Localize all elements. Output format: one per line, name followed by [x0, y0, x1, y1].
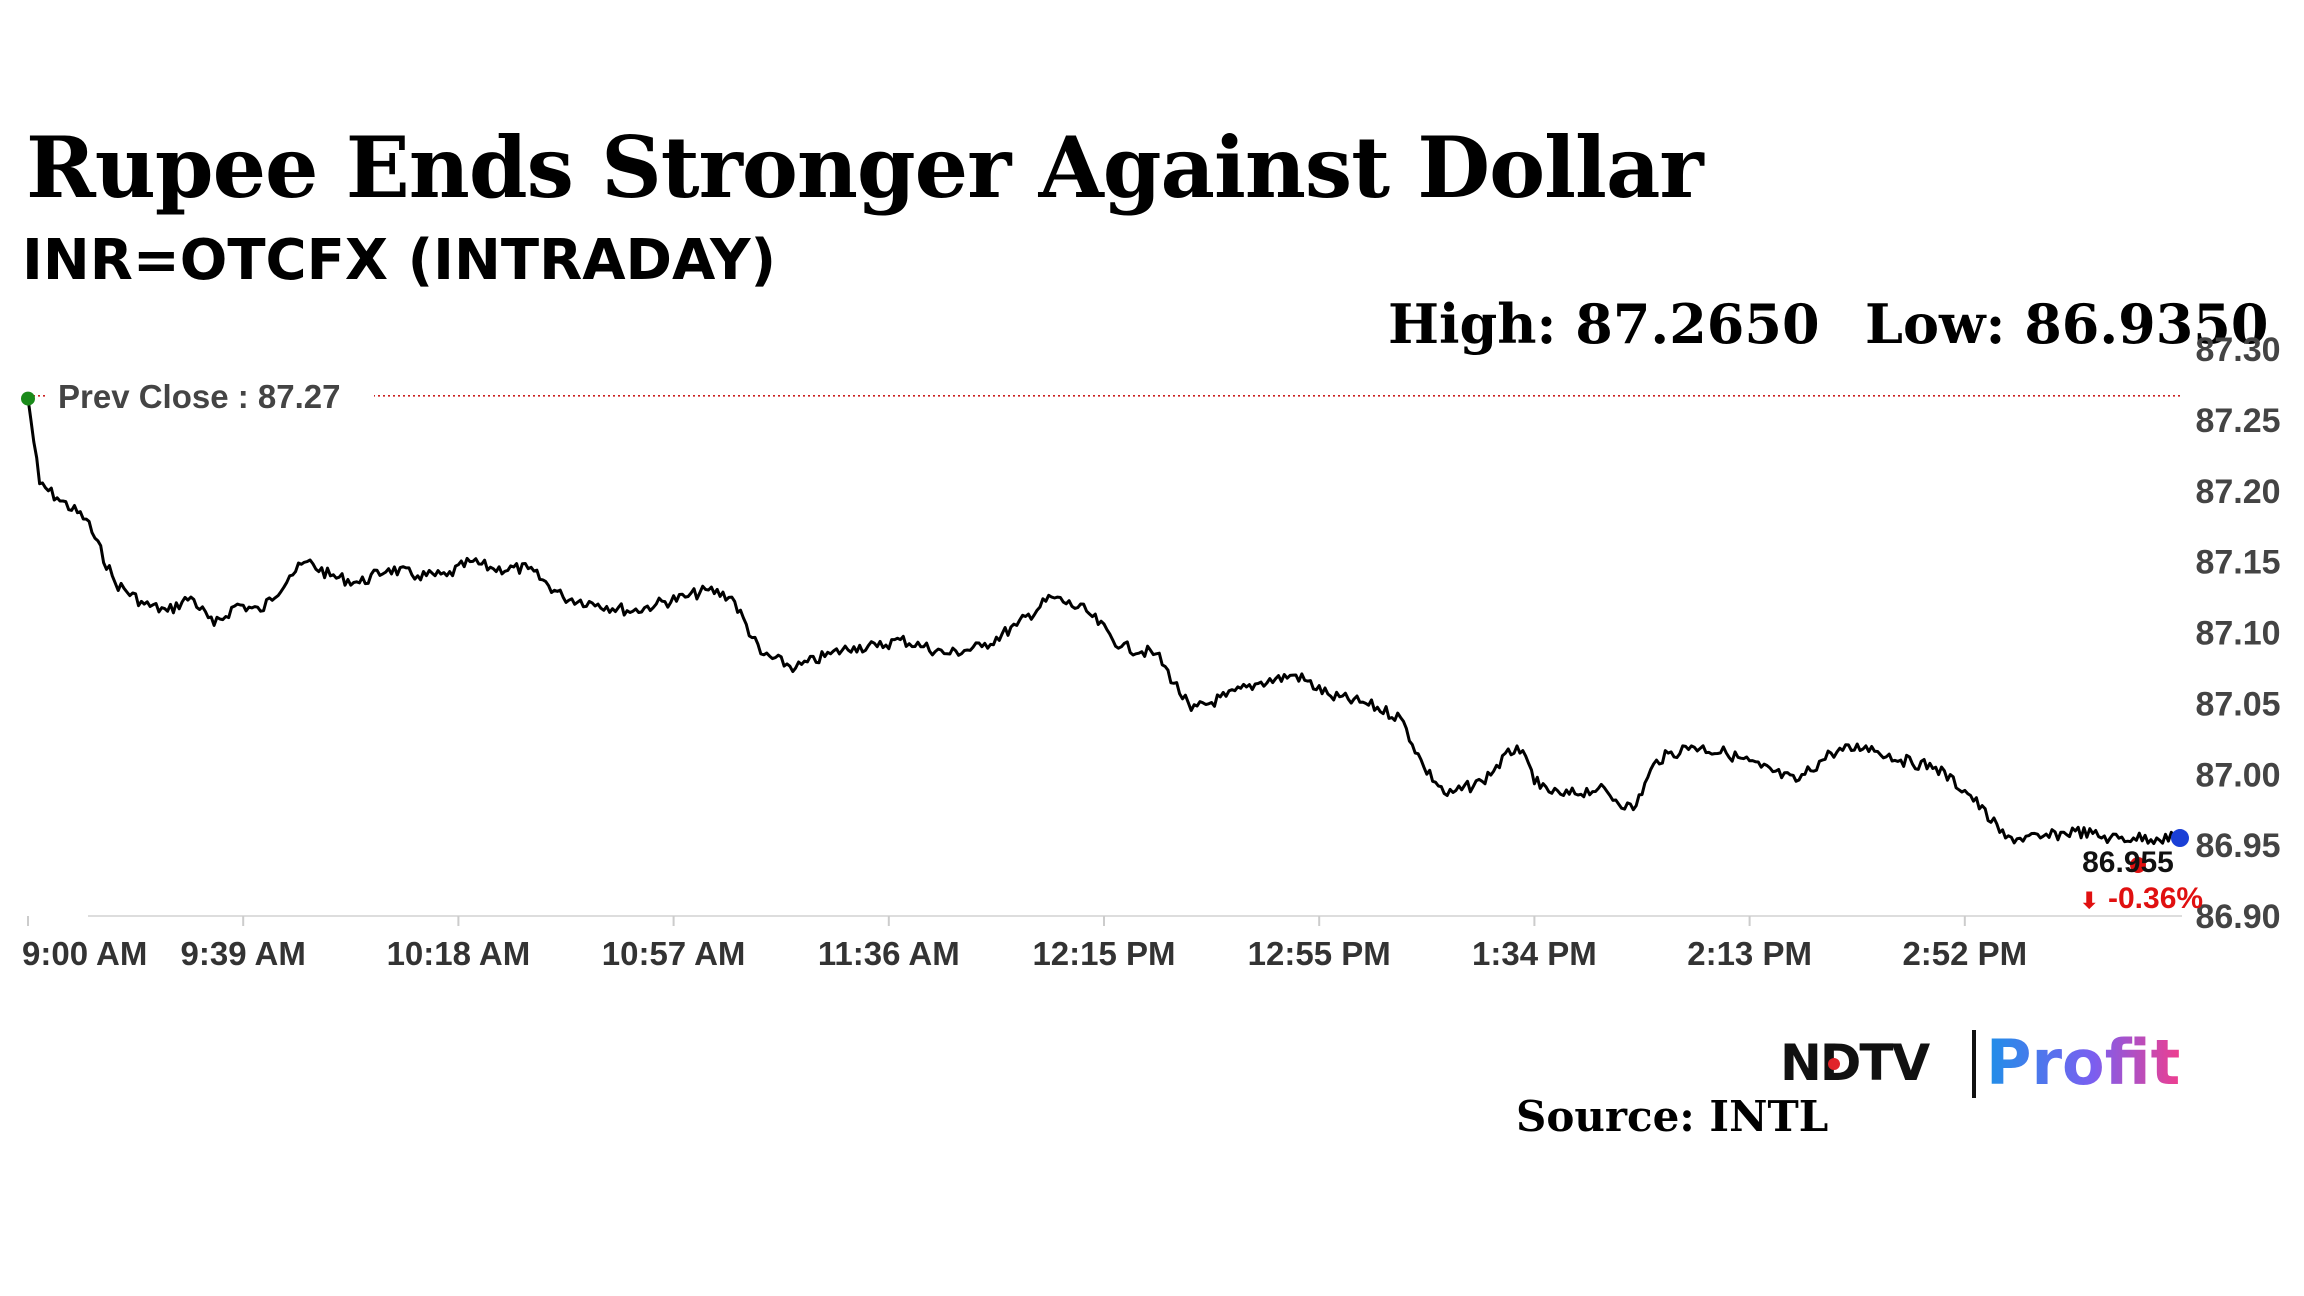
low-value: Low: 86.9350 — [1865, 292, 2269, 356]
y-tick-label: 87.00 — [2195, 756, 2280, 794]
x-tick-label: 10:57 AM — [602, 935, 746, 972]
change-label: -0.36% — [2108, 882, 2203, 915]
chart-subtitle: INR=OTCFX (INTRADAY) — [22, 228, 777, 293]
down-arrow-icon: ⬇ — [2080, 888, 2098, 913]
x-tick-label: 9:00 AM — [22, 935, 147, 972]
high-value: High: 87.2650 — [1388, 292, 1820, 356]
y-tick-label: 87.15 — [2195, 544, 2280, 582]
source-label: Source: INTL — [1516, 1092, 1829, 1141]
logo-ndtv-text: NDTV — [1780, 1034, 1930, 1092]
logo-divider — [1972, 1030, 1976, 1098]
last-value-dot — [2130, 857, 2146, 873]
y-tick-label: 86.95 — [2195, 827, 2280, 865]
price-line — [26, 398, 2181, 846]
prev-close-label: Prev Close : 87.27 — [58, 378, 341, 415]
start-point-marker — [21, 391, 35, 406]
y-tick-label: 87.25 — [2195, 402, 2280, 440]
last-point-marker — [2171, 829, 2189, 848]
x-tick-label: 12:55 PM — [1248, 935, 1391, 972]
x-tick-label: 10:18 AM — [387, 935, 531, 972]
x-tick-label: 9:39 AM — [181, 935, 306, 972]
x-tick-label: 2:13 PM — [1687, 935, 1812, 972]
ndtv-profit-logo: NDTV Profit — [1780, 1026, 2180, 1102]
chart-title: Rupee Ends Stronger Against Dollar — [26, 118, 1704, 217]
y-tick-label: 87.20 — [2195, 473, 2280, 511]
x-tick-label: 12:15 PM — [1032, 935, 1175, 972]
prev-close-label-bg — [48, 369, 374, 422]
y-tick-label: 87.30 — [2195, 331, 2280, 369]
x-tick-label: 1:34 PM — [1472, 935, 1597, 972]
y-tick-label: 86.90 — [2195, 898, 2280, 936]
x-tick-label: 11:36 AM — [818, 935, 960, 972]
last-value-label: 86.955 — [2082, 846, 2174, 879]
y-tick-label: 87.05 — [2195, 685, 2280, 723]
x-tick-label: 2:52 PM — [1902, 935, 2027, 972]
y-tick-label: 87.10 — [2195, 615, 2280, 653]
logo-dot-icon — [1828, 1058, 1840, 1070]
logo-profit-text: Profit — [1986, 1026, 2181, 1099]
